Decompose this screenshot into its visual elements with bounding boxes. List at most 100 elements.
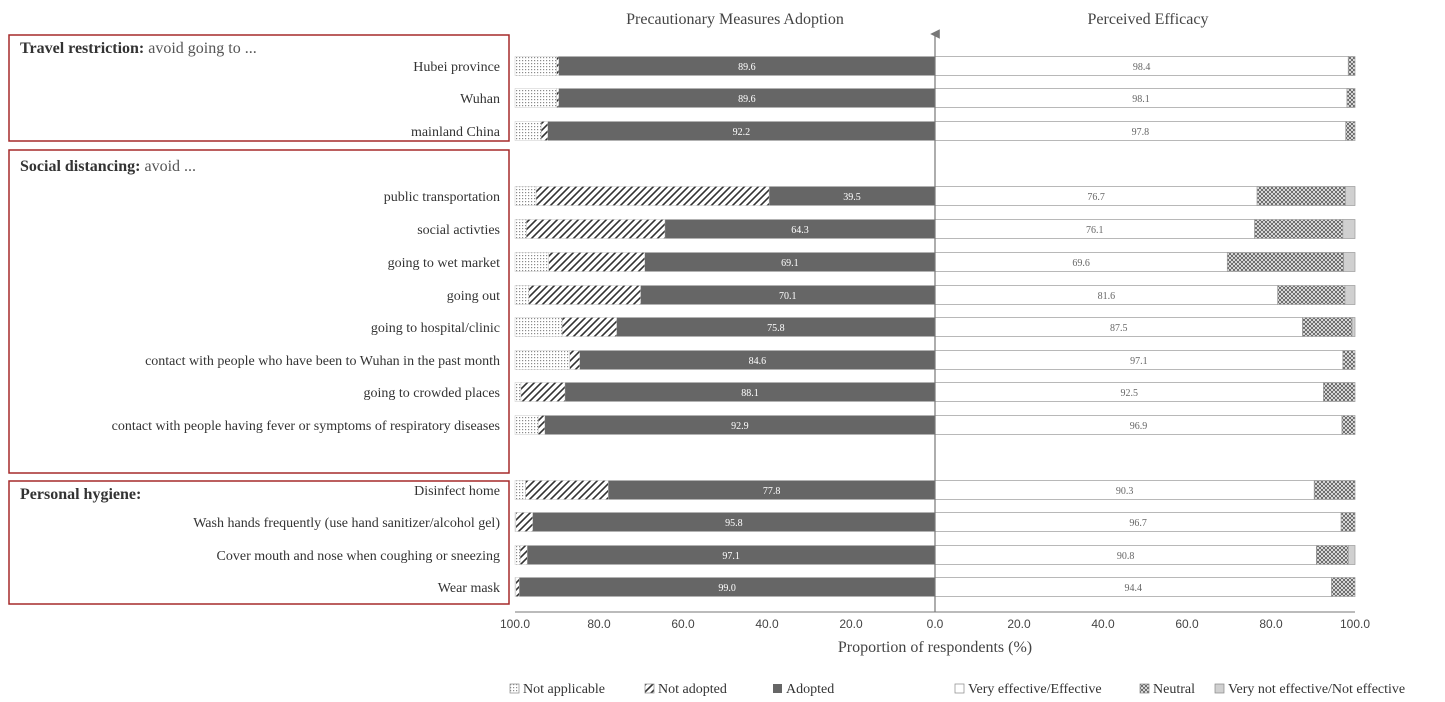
value-label-effective-contact-with-people-who-have-been-to-wuhan-in-the-past-month: 97.1 — [1130, 356, 1148, 367]
bar-neutral-mainland-china — [1345, 121, 1356, 141]
bar-not-adopted-contact-with-people-who-have-been-to-wuhan-in-the-past-month — [569, 350, 580, 370]
group-box-travel-restriction — [8, 34, 510, 142]
bar-not-applicable-mainland-china — [514, 121, 542, 141]
bar-not-adopted-wuhan — [556, 88, 559, 108]
bar-adopted-mainland-china — [547, 121, 935, 141]
bar-adopted-wear-mask — [519, 577, 935, 597]
bar-not-adopted-going-to-wet-market — [548, 252, 645, 272]
category-label-cover-mouth-and-nose-when-coughing-or-sneezing: Cover mouth and nose when coughing or sn… — [217, 549, 500, 564]
bar-neutral-going-to-wet-market — [1226, 252, 1345, 272]
bar-not-adopted-going-to-crowded-places — [520, 382, 566, 402]
x-tick-right: 20.0 — [1007, 617, 1031, 631]
legend-swatch-very-not-effective-not-effective — [1214, 683, 1225, 694]
value-label-adopted-hubei-province: 89.6 — [738, 62, 756, 73]
value-label-adopted-contact-with-people-who-have-been-to-wuhan-in-the-past-month: 84.6 — [749, 356, 767, 367]
x-tick-left: 20.0 — [839, 617, 863, 631]
x-tick-left: 40.0 — [755, 617, 779, 631]
category-label-contact-with-people-having-fever-or-symptoms-of-respiratory-diseases: contact with people having fever or symp… — [112, 419, 500, 434]
legend-label-not-applicable: Not applicable — [523, 682, 605, 697]
value-label-adopted-going-to-hospital-clinic: 75.8 — [767, 323, 785, 334]
x-tick-left: 0.0 — [927, 617, 944, 631]
value-label-effective-going-to-wet-market: 69.6 — [1072, 258, 1090, 269]
bar-not-applicable-hubei-province — [514, 56, 557, 76]
category-label-wear-mask: Wear mask — [438, 581, 500, 596]
value-label-effective-cover-mouth-and-nose-when-coughing-or-sneezing: 90.8 — [1117, 551, 1135, 562]
value-label-adopted-wash-hands-frequently-use-hand-sanitizer-alcohol-gel: 95.8 — [725, 518, 743, 529]
category-label-wash-hands-frequently-use-hand-sanitizer-alcohol-gel: Wash hands frequently (use hand sanitize… — [193, 516, 500, 531]
legend-swatch-adopted — [773, 684, 782, 693]
bar-not-effective-public-transportation — [1344, 186, 1356, 206]
bar-not-effective-social-activties — [1342, 219, 1356, 239]
value-label-adopted-going-to-crowded-places: 88.1 — [741, 388, 759, 399]
x-tick-right: 60.0 — [1175, 617, 1199, 631]
bar-neutral-contact-with-people-having-fever-or-symptoms-of-respiratory-diseases — [1341, 415, 1356, 435]
value-label-effective-going-out: 81.6 — [1098, 291, 1116, 302]
category-label-disinfect-home: Disinfect home — [414, 484, 500, 499]
value-label-effective-social-activties: 76.1 — [1086, 225, 1104, 236]
value-label-adopted-cover-mouth-and-nose-when-coughing-or-sneezing: 97.1 — [722, 551, 740, 562]
value-label-effective-disinfect-home: 90.3 — [1116, 486, 1134, 497]
bar-not-applicable-contact-with-people-who-have-been-to-wuhan-in-the-past-month — [514, 350, 570, 370]
value-label-adopted-wuhan: 89.6 — [738, 94, 756, 105]
bar-adopted-social-activties — [664, 219, 935, 239]
bar-not-applicable-disinfect-home — [514, 480, 526, 500]
bar-not-adopted-contact-with-people-having-fever-or-symptoms-of-respiratory-diseases — [537, 415, 546, 435]
bar-adopted-hubei-province — [558, 56, 935, 76]
bar-neutral-contact-with-people-who-have-been-to-wuhan-in-the-past-month — [1342, 350, 1356, 370]
bar-adopted-public-transportation — [769, 186, 935, 206]
x-axis-label: Proportion of respondents (%) — [838, 639, 1032, 656]
bar-adopted-going-to-crowded-places — [564, 382, 935, 402]
category-label-going-to-hospital-clinic: going to hospital/clinic — [371, 321, 500, 336]
x-tick-right: 40.0 — [1091, 617, 1115, 631]
bar-not-applicable-wear-mask — [514, 577, 517, 597]
bar-not-applicable-public-transportation — [514, 186, 537, 206]
bar-not-applicable-social-activties — [514, 219, 527, 239]
bar-not-adopted-mainland-china — [540, 121, 548, 141]
value-label-adopted-public-transportation: 39.5 — [843, 192, 861, 203]
bar-neutral-cover-mouth-and-nose-when-coughing-or-sneezing — [1316, 545, 1349, 565]
bar-not-adopted-wear-mask — [515, 577, 520, 597]
x-tick-left: 80.0 — [587, 617, 611, 631]
bar-adopted-disinfect-home — [608, 480, 935, 500]
bar-not-applicable-going-to-crowded-places — [514, 382, 522, 402]
legend-swatch-not-adopted — [644, 683, 655, 694]
category-label-public-transportation: public transportation — [384, 190, 500, 205]
value-label-effective-hubei-province: 98.4 — [1133, 62, 1151, 73]
bar-not-adopted-wash-hands-frequently-use-hand-sanitizer-alcohol-gel — [515, 512, 533, 532]
value-label-effective-public-transportation: 76.7 — [1087, 192, 1105, 203]
bar-neutral-wuhan — [1346, 88, 1356, 108]
bar-not-applicable-wash-hands-frequently-use-hand-sanitizer-alcohol-gel — [514, 512, 517, 532]
value-label-adopted-going-out: 70.1 — [779, 291, 797, 302]
value-label-effective-wash-hands-frequently-use-hand-sanitizer-alcohol-gel: 96.7 — [1129, 518, 1147, 529]
bar-not-applicable-contact-with-people-having-fever-or-symptoms-of-respiratory-diseases — [514, 415, 539, 435]
legend-label-adopted: Adopted — [786, 682, 834, 697]
bar-neutral-disinfect-home — [1313, 480, 1356, 500]
bar-neutral-going-out — [1277, 285, 1346, 305]
bar-not-adopted-public-transportation — [535, 186, 770, 206]
legend-label-neutral: Neutral — [1153, 682, 1195, 697]
bar-not-applicable-going-to-hospital-clinic — [514, 317, 563, 337]
legend-swatch-neutral — [1139, 683, 1150, 694]
bar-not-adopted-going-out — [528, 285, 641, 305]
left-panel-title: Precautionary Measures Adoption — [626, 11, 844, 28]
value-label-adopted-wear-mask: 99.0 — [718, 583, 736, 594]
group-title-social-distancing: Social distancing: avoid ... — [20, 158, 196, 175]
legend-label-very-not-effective-not-effective: Very not effective/Not effective — [1228, 682, 1405, 697]
bar-neutral-wash-hands-frequently-use-hand-sanitizer-alcohol-gel — [1340, 512, 1356, 532]
x-tick-right: 100.0 — [1340, 617, 1370, 631]
bar-neutral-social-activties — [1254, 219, 1344, 239]
bar-not-applicable-going-out — [514, 285, 530, 305]
category-label-going-out: going out — [447, 289, 500, 304]
value-label-effective-wear-mask: 94.4 — [1124, 583, 1142, 594]
category-label-going-to-wet-market: going to wet market — [388, 256, 500, 271]
x-tick-left: 100.0 — [500, 617, 530, 631]
group-title-personal-hygiene: Personal hygiene: — [20, 486, 141, 503]
bar-neutral-public-transportation — [1256, 186, 1346, 206]
bar-adopted-contact-with-people-who-have-been-to-wuhan-in-the-past-month — [579, 350, 935, 370]
category-label-contact-with-people-who-have-been-to-wuhan-in-the-past-month: contact with people who have been to Wuh… — [145, 354, 500, 369]
x-tick-right: 80.0 — [1259, 617, 1283, 631]
group-box-social-distancing — [8, 149, 510, 474]
legend-swatch-not-applicable — [509, 683, 520, 694]
bar-adopted-wuhan — [558, 88, 935, 108]
